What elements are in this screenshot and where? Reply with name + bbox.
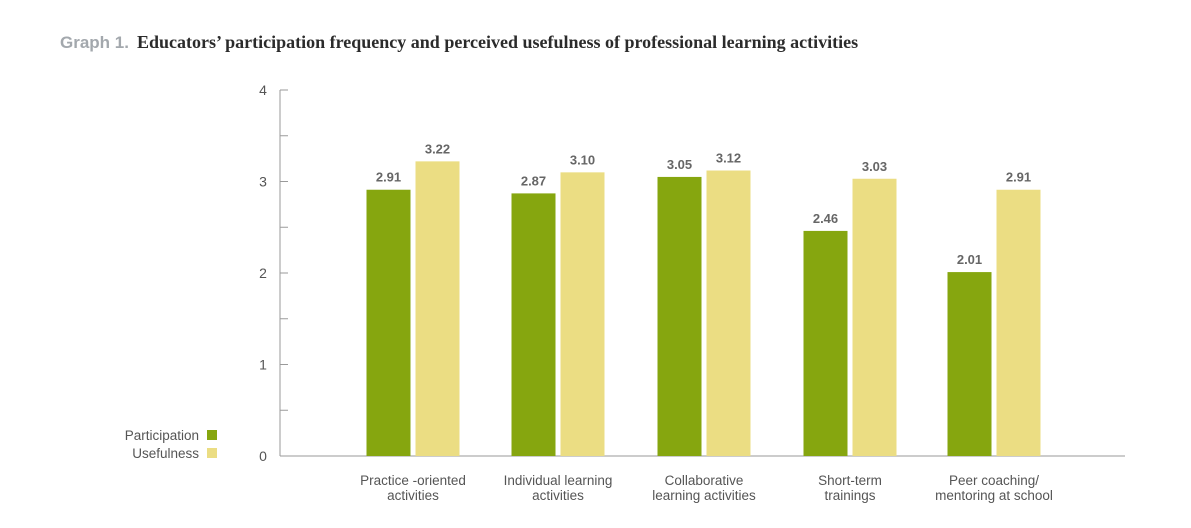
usefulness-bar — [415, 161, 460, 456]
y-tick-label: 4 — [259, 82, 267, 98]
x-category-label: activities — [532, 488, 584, 503]
y-tick-label: 1 — [259, 357, 267, 373]
legend-label: Usefulness — [132, 446, 199, 461]
x-category-label: mentoring at school — [935, 488, 1053, 503]
x-category-label: Short-term — [818, 473, 882, 488]
chart-title: Graph 1. Educators’ participation freque… — [60, 32, 858, 53]
legend-label: Participation — [125, 428, 199, 443]
participation-bar — [657, 176, 702, 457]
usefulness-bar — [852, 178, 897, 456]
usefulness-data-label: 2.91 — [1006, 170, 1031, 185]
usefulness-bar — [996, 189, 1041, 457]
x-category-label: Individual learning — [504, 473, 613, 488]
participation-bar — [947, 272, 992, 456]
legend-swatch — [207, 448, 217, 458]
usefulness-data-label: 3.10 — [570, 152, 595, 167]
usefulness-data-label: 3.03 — [862, 159, 887, 174]
usefulness-bar — [706, 170, 751, 456]
x-category-label: learning activities — [652, 488, 756, 503]
participation-data-label: 2.87 — [521, 173, 546, 188]
x-category-label: trainings — [824, 488, 875, 503]
participation-bar — [511, 193, 556, 456]
x-category-label: Peer coaching/ — [949, 473, 1039, 488]
participation-data-label: 2.46 — [813, 211, 838, 226]
legend-swatch — [207, 430, 217, 440]
participation-data-label: 2.91 — [376, 170, 401, 185]
y-tick-label: 3 — [259, 174, 267, 190]
x-category-label: Collaborative — [665, 473, 744, 488]
chart-title-main: Educators’ participation frequency and p… — [136, 32, 859, 52]
y-tick-label: 0 — [259, 448, 267, 464]
y-tick-label: 2 — [259, 265, 267, 281]
x-category-label: Practice -oriented — [360, 473, 466, 488]
usefulness-data-label: 3.22 — [425, 141, 450, 156]
usefulness-bar — [560, 172, 605, 456]
chart-title-prefix: Graph 1. — [60, 33, 129, 52]
x-category-label: activities — [387, 488, 439, 503]
usefulness-data-label: 3.12 — [716, 151, 741, 166]
participation-data-label: 3.05 — [667, 157, 692, 172]
participation-bar — [803, 230, 848, 456]
participation-data-label: 2.01 — [957, 252, 982, 267]
participation-bar — [366, 189, 411, 457]
